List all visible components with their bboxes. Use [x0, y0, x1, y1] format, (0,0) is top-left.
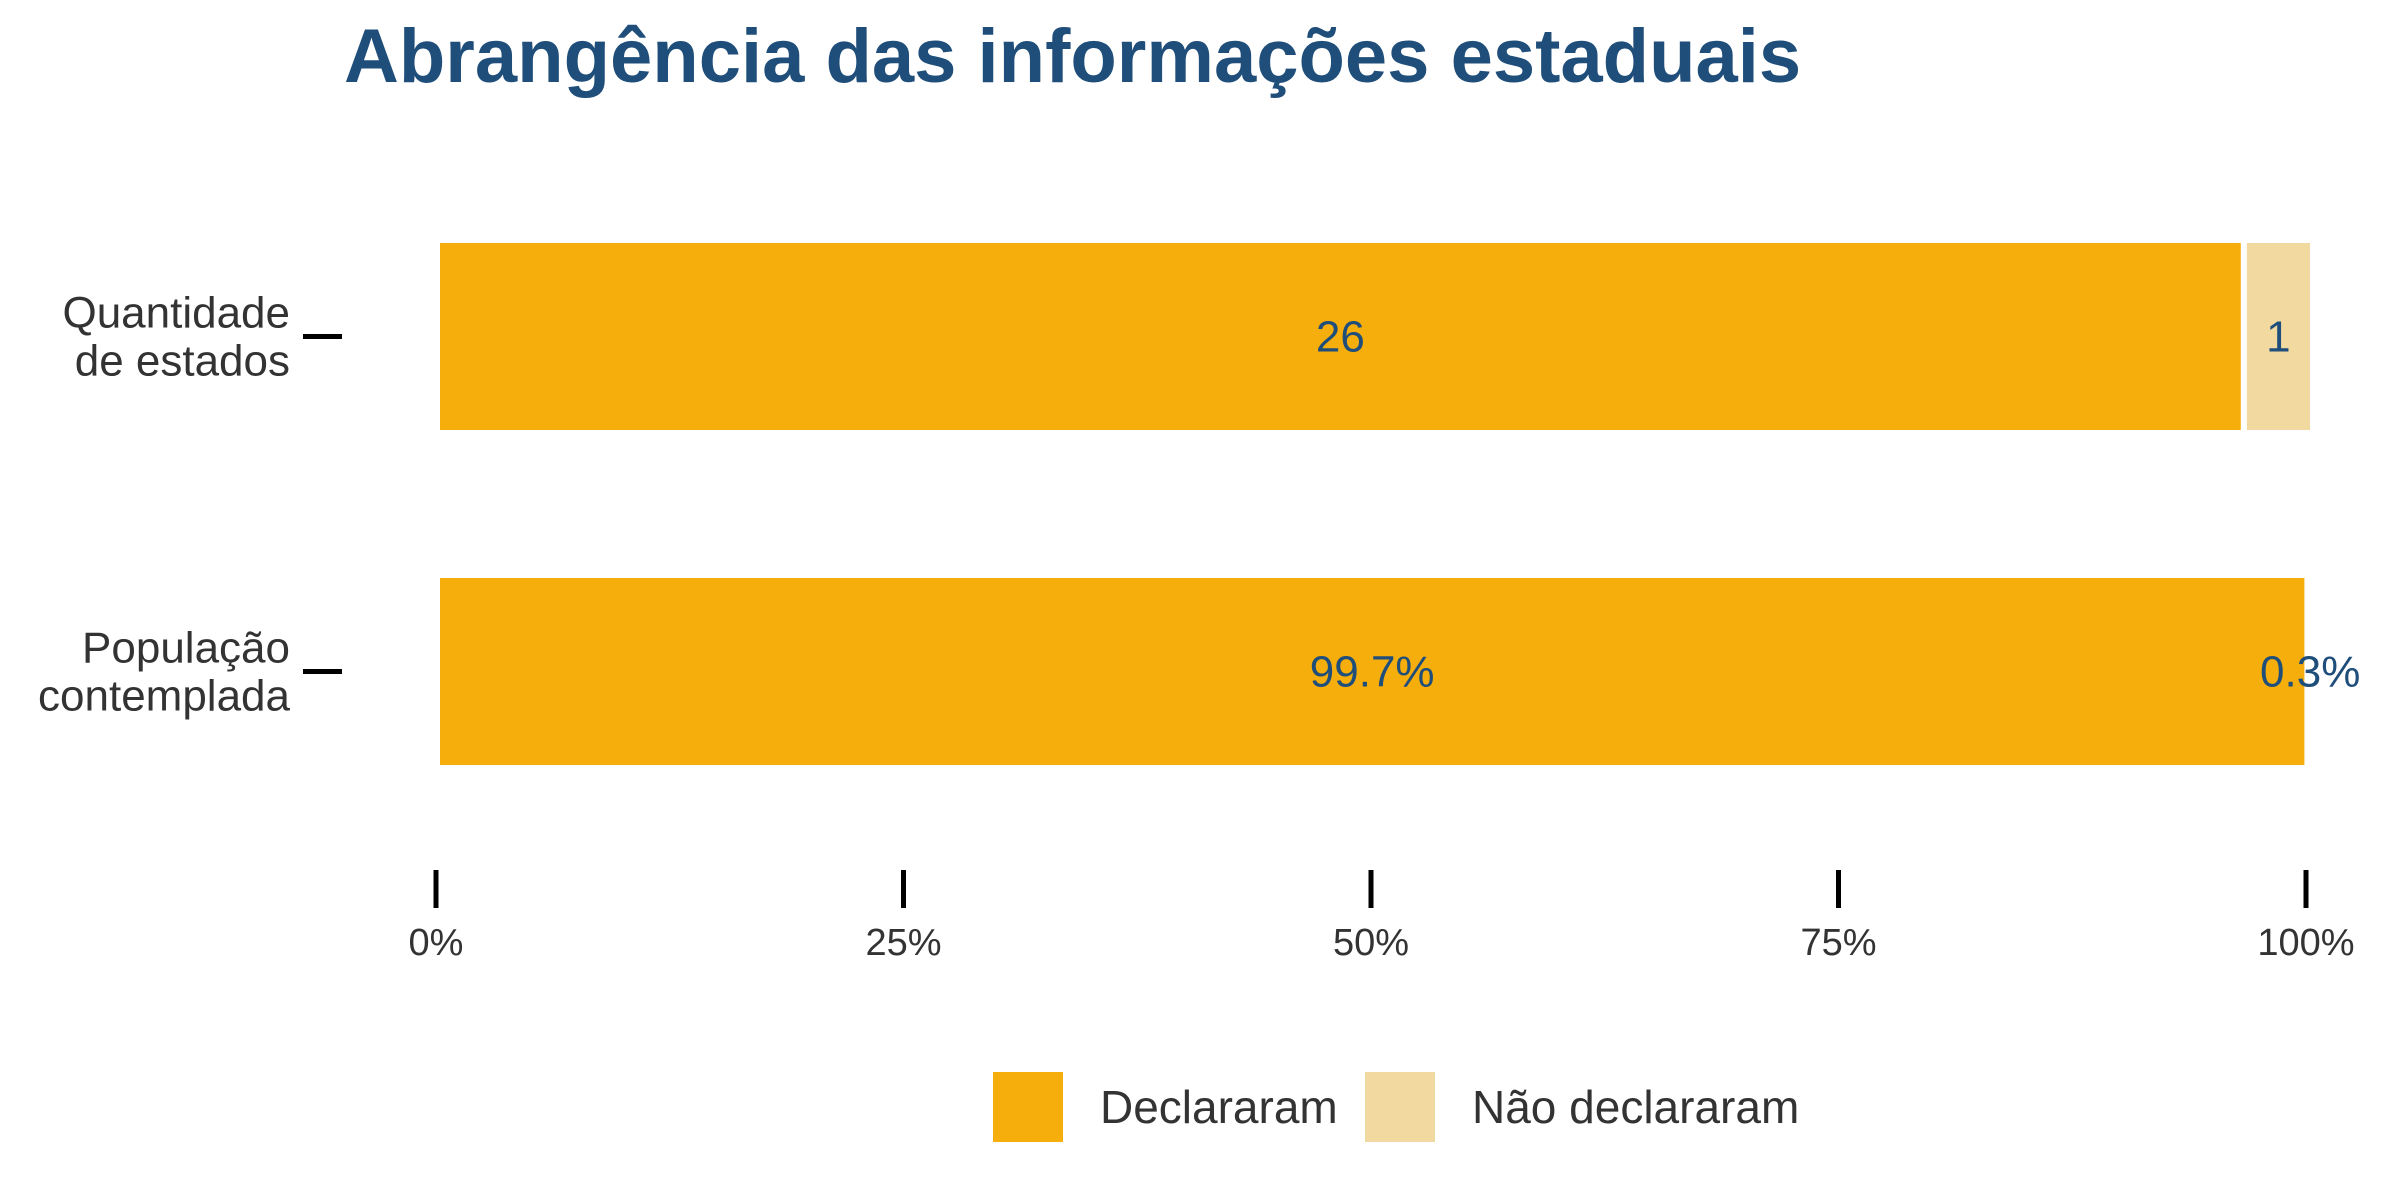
bar-0-1	[2246, 243, 2310, 430]
y-tick-label-0-0: Quantidade	[62, 289, 290, 338]
x-tick-label-3: 75%	[1800, 922, 1876, 964]
y-tick-label-1-0: População	[82, 624, 290, 673]
y-tick-label-1-1: contemplada	[38, 672, 290, 721]
data-labels-group: 26 1 99.7% 0.3%	[1310, 313, 2361, 697]
y-tick-label-0-1: de estados	[75, 337, 290, 386]
legend-swatch-0	[993, 1072, 1063, 1142]
data-label-1-0: 99.7%	[1310, 648, 1435, 697]
x-tick-label-4: 100%	[2257, 922, 2354, 964]
legend-label-0: Declararam	[1100, 1081, 1338, 1133]
title-group: Abrangência das informações estaduais	[344, 14, 1801, 99]
bar-1-0	[440, 578, 2305, 765]
chart-title: Abrangência das informações estaduais	[344, 14, 1801, 99]
x-tick-label-2: 50%	[1333, 922, 1409, 964]
bar-0-0	[440, 243, 2241, 430]
x-tick-label-1: 25%	[865, 922, 941, 964]
legend: Declararam Não declararam	[993, 1072, 1799, 1142]
bars-group	[440, 243, 2310, 765]
x-axis: 0% 25% 50% 75% 100%	[409, 870, 2355, 964]
data-label-1-1: 0.3%	[2260, 648, 2360, 697]
data-label-0-0: 26	[1316, 313, 1365, 362]
legend-swatch-1	[1365, 1072, 1435, 1142]
legend-label-1: Não declararam	[1472, 1081, 1799, 1133]
x-tick-label-0: 0%	[409, 922, 464, 964]
data-label-0-1: 1	[2266, 313, 2290, 362]
